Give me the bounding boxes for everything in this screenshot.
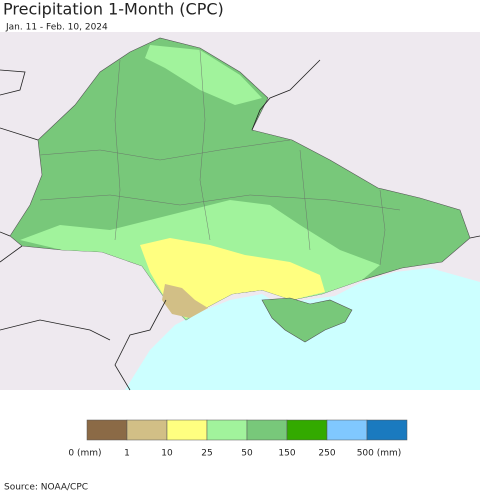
legend-label: 500 (mm) [357,449,402,459]
legend-swatch [86,419,128,441]
map [0,32,480,391]
legend-swatch [286,419,328,441]
oblast-lines [39,49,401,266]
legend: 0 (mm) 1 10 25 50 150 250 500 (mm) [68,419,408,459]
legend-label: 250 [318,449,335,459]
tan-area [162,284,208,318]
legend-label: 0 (mm) [68,449,101,459]
legend-label: 150 [278,449,295,459]
subtitle: Jan. 11 - Feb. 10, 2024 [5,23,108,33]
source: Source: NOAA/CPC [4,483,88,493]
light-green-north [145,45,262,105]
borders [0,59,480,391]
legend-swatch [166,419,208,441]
legend-label: 50 [241,449,253,459]
legend-swatch [126,419,168,441]
legend-swatch [366,419,408,441]
legend-label: 1 [124,449,130,459]
title: Precipitation 1-Month (CPC) [3,0,224,19]
legend-label: 10 [161,449,173,459]
legend-swatch [206,419,248,441]
crimea [261,297,353,343]
legend-swatch [246,419,288,441]
legend-label: 25 [201,449,212,459]
legend-swatch [326,419,368,441]
